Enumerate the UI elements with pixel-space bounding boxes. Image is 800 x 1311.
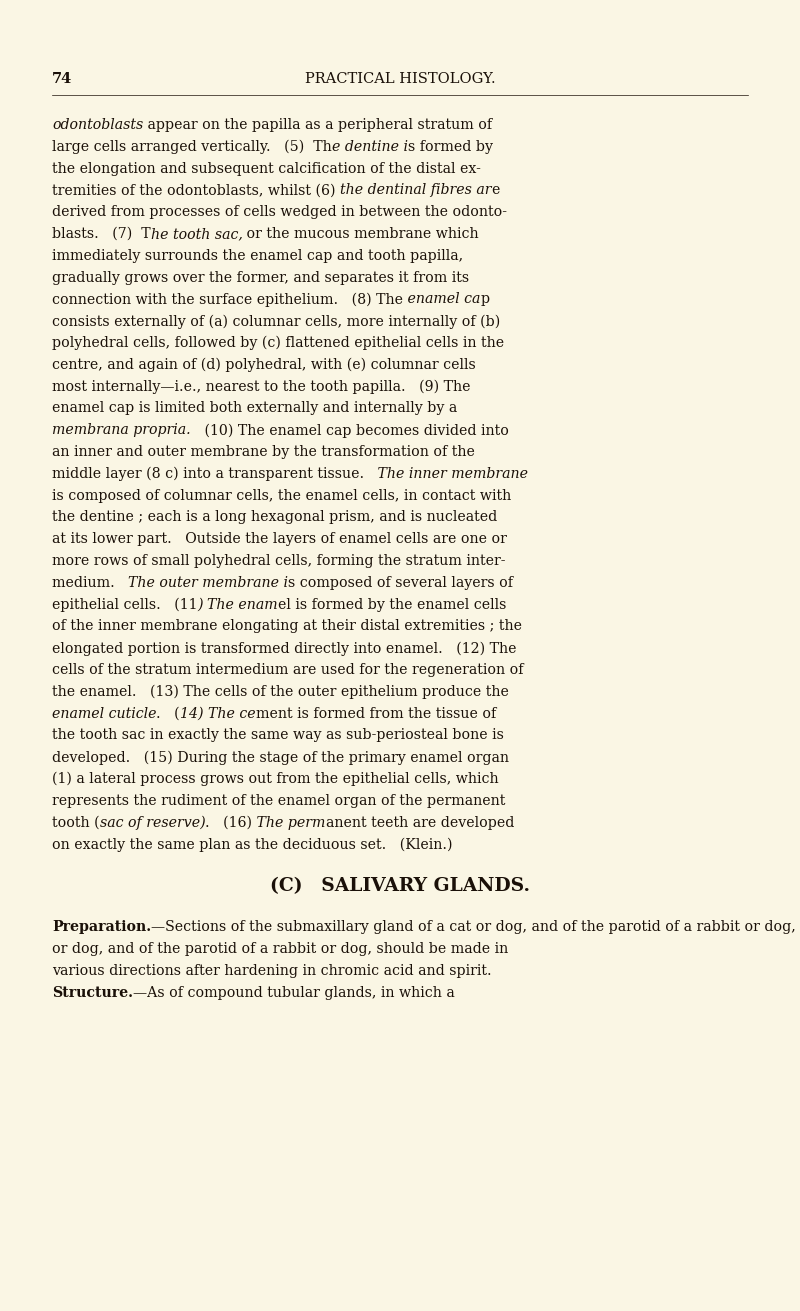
Text: e: e: [491, 184, 500, 198]
Text: sac of reserve): sac of reserve): [100, 815, 206, 830]
Text: blasts.   (7)  T: blasts. (7) T: [52, 227, 150, 241]
Text: the tooth sac in exactly the same way as sub-periosteal bone is: the tooth sac in exactly the same way as…: [52, 729, 504, 742]
Text: cells of the stratum intermedium are used for the regeneration of: cells of the stratum intermedium are use…: [52, 663, 523, 676]
Text: consists externally of (a) columnar cells, more internally of (b): consists externally of (a) columnar cell…: [52, 315, 500, 329]
Text: enamel cuticle: enamel cuticle: [52, 707, 157, 721]
Text: el is formed by the enamel cells: el is formed by the enamel cells: [278, 598, 506, 612]
Text: tooth (: tooth (: [52, 815, 100, 830]
Text: connection with the surface epithelium.   (8) The: connection with the surface epithelium. …: [52, 292, 403, 307]
Text: The outer membrane i: The outer membrane i: [128, 576, 288, 590]
Text: elongated portion is transformed directly into enamel.   (12) The: elongated portion is transformed directl…: [52, 641, 517, 656]
Text: PRACTICAL HISTOLOGY.: PRACTICAL HISTOLOGY.: [305, 72, 495, 87]
Text: medium.: medium.: [52, 576, 128, 590]
Text: he tooth sac,: he tooth sac,: [150, 227, 242, 241]
Text: large cells arranged vertically.   (5)  Th: large cells arranged vertically. (5) Th: [52, 140, 332, 155]
Text: the enamel.   (13) The cells of the outer epithelium produce the: the enamel. (13) The cells of the outer …: [52, 684, 509, 699]
Text: (10) The enamel cap becomes divided into: (10) The enamel cap becomes divided into: [190, 423, 509, 438]
Text: most internally—i.e., nearest to the tooth papilla.   (9) The: most internally—i.e., nearest to the too…: [52, 380, 470, 395]
Text: 74: 74: [52, 72, 72, 87]
Text: on exactly the same plan as the deciduous set.   (Klein.): on exactly the same plan as the deciduou…: [52, 838, 453, 852]
Text: ) The enam: ) The enam: [198, 598, 278, 612]
Text: centre, and again of (d) polyhedral, with (e) columnar cells: centre, and again of (d) polyhedral, wit…: [52, 358, 476, 372]
Text: the dentinal fibres ar: the dentinal fibres ar: [340, 184, 491, 198]
Text: or dog, and of the parotid of a rabbit or dog, should be made in: or dog, and of the parotid of a rabbit o…: [52, 943, 508, 956]
Text: The perm: The perm: [252, 815, 326, 830]
Text: .   (16): . (16): [206, 815, 252, 830]
Text: the dentine ; each is a long hexagonal prism, and is nucleated: the dentine ; each is a long hexagonal p…: [52, 510, 498, 524]
Text: immediately surrounds the enamel cap and tooth papilla,: immediately surrounds the enamel cap and…: [52, 249, 463, 262]
Text: anent teeth are developed: anent teeth are developed: [326, 815, 514, 830]
Text: derived from processes of cells wedged in between the odonto-: derived from processes of cells wedged i…: [52, 206, 507, 219]
Text: enamel cap is limited both externally and internally by a: enamel cap is limited both externally an…: [52, 401, 458, 416]
Text: p: p: [480, 292, 490, 307]
Text: tremities of the odontoblasts, whilst (6): tremities of the odontoblasts, whilst (6…: [52, 184, 340, 198]
Text: represents the rudiment of the enamel organ of the permanent: represents the rudiment of the enamel or…: [52, 793, 506, 808]
Text: s formed by: s formed by: [408, 140, 493, 153]
Text: e dentine i: e dentine i: [332, 140, 408, 153]
Text: s composed of several layers of: s composed of several layers of: [288, 576, 514, 590]
Text: ment is formed from the tissue of: ment is formed from the tissue of: [256, 707, 496, 721]
Text: (1) a lateral process grows out from the epithelial cells, which: (1) a lateral process grows out from the…: [52, 772, 498, 787]
Text: or the mucous membrane which: or the mucous membrane which: [242, 227, 479, 241]
Text: appear on the papilla as a peripheral stratum of: appear on the papilla as a peripheral st…: [143, 118, 492, 132]
Text: Structure.: Structure.: [52, 986, 133, 1000]
Text: 14) The ce: 14) The ce: [180, 707, 256, 721]
Text: developed.   (15) During the stage of the primary enamel organ: developed. (15) During the stage of the …: [52, 750, 509, 764]
Text: —Sections of the submaxillary gland of a cat or dog, and of the parotid of a rab: —Sections of the submaxillary gland of a…: [151, 920, 800, 935]
Text: is composed of columnar cells, the enamel cells, in contact with: is composed of columnar cells, the ename…: [52, 489, 511, 502]
Text: Preparation.: Preparation.: [52, 920, 151, 935]
Text: The inner membrane: The inner membrane: [373, 467, 528, 481]
Text: enamel ca: enamel ca: [403, 292, 480, 307]
Text: epithelial cells.   (11: epithelial cells. (11: [52, 598, 198, 612]
Text: at its lower part.   Outside the layers of enamel cells are one or: at its lower part. Outside the layers of…: [52, 532, 507, 547]
Text: more rows of small polyhedral cells, forming the stratum inter-: more rows of small polyhedral cells, for…: [52, 555, 506, 568]
Text: an inner and outer membrane by the transformation of the: an inner and outer membrane by the trans…: [52, 444, 475, 459]
Text: —As of compound tubular glands, in which a: —As of compound tubular glands, in which…: [133, 986, 454, 1000]
Text: .   (: . (: [157, 707, 180, 721]
Text: membrana propria.: membrana propria.: [52, 423, 190, 437]
Text: of the inner membrane elongating at their distal extremities ; the: of the inner membrane elongating at thei…: [52, 619, 522, 633]
Text: various directions after hardening in chromic acid and spirit.: various directions after hardening in ch…: [52, 964, 492, 978]
Text: polyhedral cells, followed by (c) flattened epithelial cells in the: polyhedral cells, followed by (c) flatte…: [52, 336, 504, 350]
Text: gradually grows over the former, and separates it from its: gradually grows over the former, and sep…: [52, 270, 469, 284]
Text: the elongation and subsequent calcification of the distal ex-: the elongation and subsequent calcificat…: [52, 161, 481, 176]
Text: (C) SALIVARY GLANDS.: (C) SALIVARY GLANDS.: [270, 877, 530, 894]
Text: middle layer (8 c) into a transparent tissue.: middle layer (8 c) into a transparent ti…: [52, 467, 373, 481]
Text: odontoblasts: odontoblasts: [52, 118, 143, 132]
